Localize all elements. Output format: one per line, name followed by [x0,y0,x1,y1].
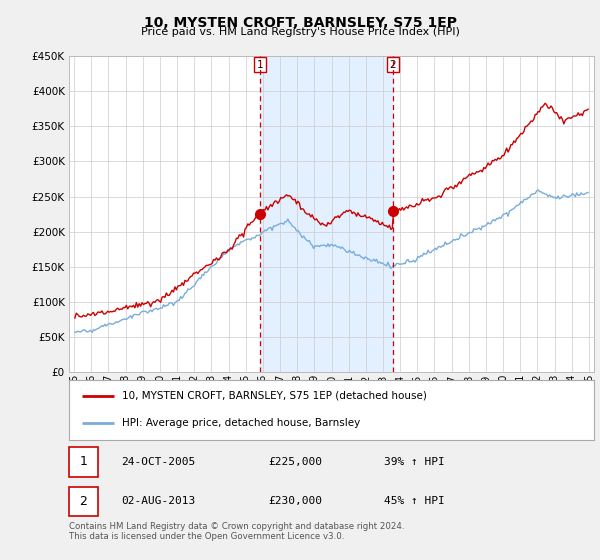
Bar [260,56,393,372]
Text: 10, MYSTEN CROFT, BARNSLEY, S75 1EP (detached house): 10, MYSTEN CROFT, BARNSLEY, S75 1EP (det… [121,391,427,401]
Text: £225,000: £225,000 [269,457,323,467]
Text: 2: 2 [389,59,396,69]
Text: 2: 2 [79,494,88,508]
Text: £230,000: £230,000 [269,496,323,506]
Text: 1: 1 [79,455,88,469]
Text: 24-OCT-2005: 24-OCT-2005 [121,457,196,467]
FancyBboxPatch shape [69,447,98,477]
Text: 10, MYSTEN CROFT, BARNSLEY, S75 1EP: 10, MYSTEN CROFT, BARNSLEY, S75 1EP [143,16,457,30]
Text: 02-AUG-2013: 02-AUG-2013 [121,496,196,506]
Text: Price paid vs. HM Land Registry's House Price Index (HPI): Price paid vs. HM Land Registry's House … [140,27,460,37]
Text: 45% ↑ HPI: 45% ↑ HPI [384,496,445,506]
FancyBboxPatch shape [69,487,98,516]
Text: HPI: Average price, detached house, Barnsley: HPI: Average price, detached house, Barn… [121,418,360,428]
Text: 39% ↑ HPI: 39% ↑ HPI [384,457,445,467]
Text: 1: 1 [257,59,263,69]
Text: Contains HM Land Registry data © Crown copyright and database right 2024.
This d: Contains HM Land Registry data © Crown c… [69,522,404,542]
